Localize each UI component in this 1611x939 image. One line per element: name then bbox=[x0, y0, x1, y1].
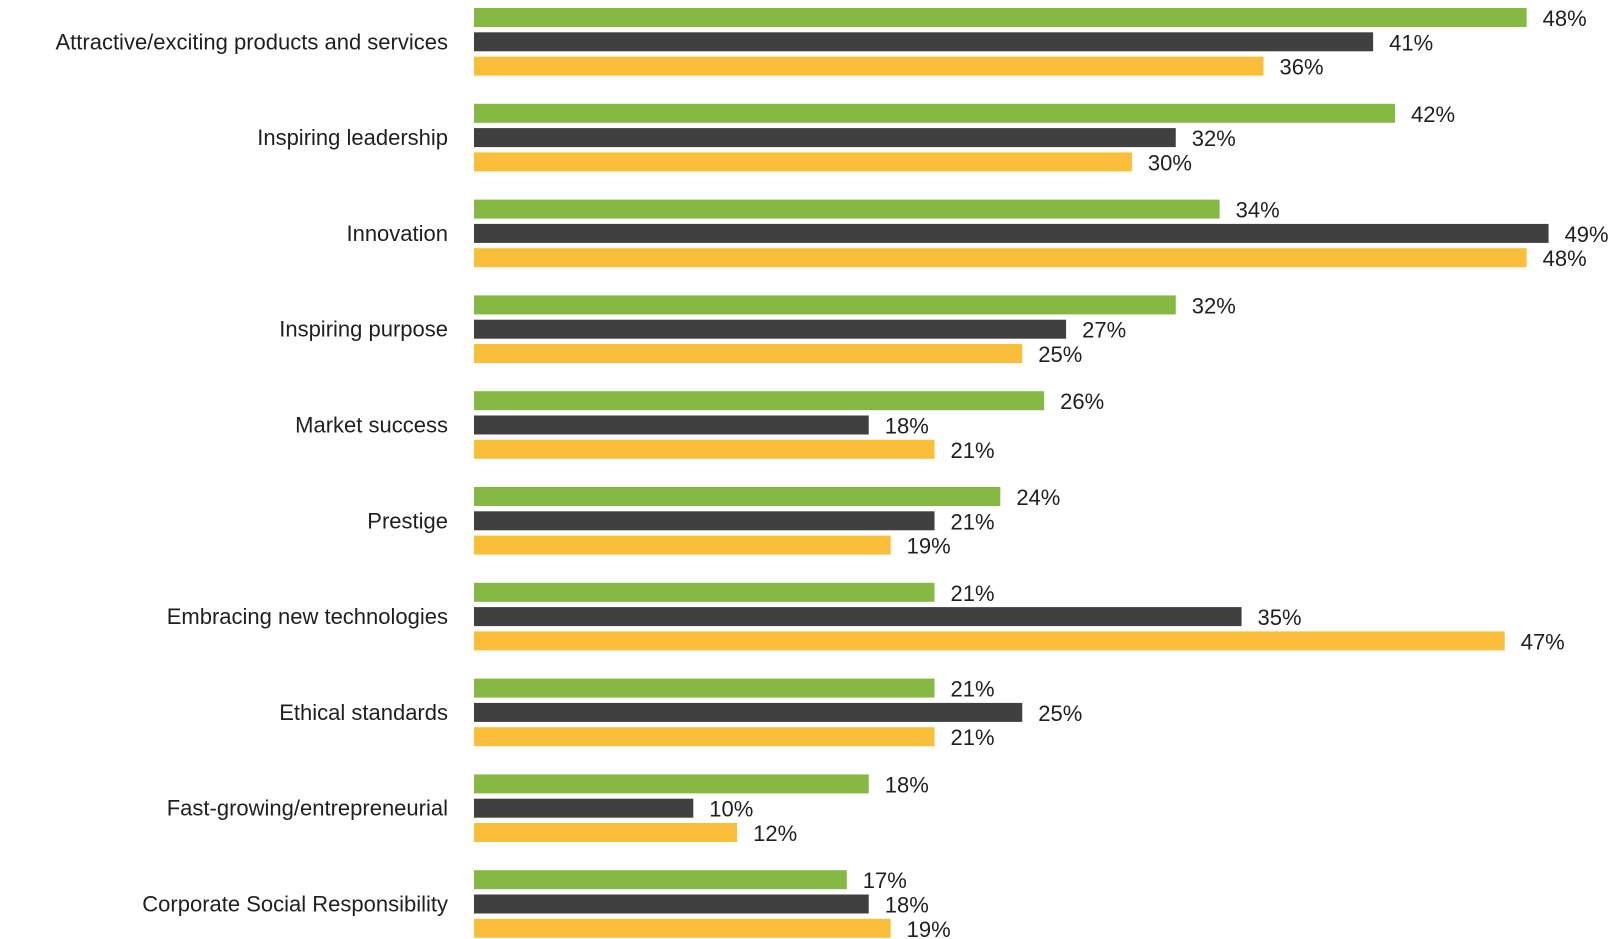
category-group-inspiring-leadership: Inspiring leadership 42% 32%30% bbox=[257, 102, 1455, 176]
bar-series-2 bbox=[474, 894, 869, 914]
bar-series-2 bbox=[474, 32, 1374, 52]
bar-series-2 bbox=[474, 798, 694, 818]
bar-series-2 bbox=[474, 511, 935, 531]
bar-series-1 bbox=[474, 199, 1220, 219]
bar-series-3 bbox=[474, 248, 1527, 268]
bar-series-3 bbox=[474, 727, 935, 747]
data-label: 25% bbox=[1038, 701, 1082, 726]
data-label: 25% bbox=[1038, 342, 1082, 367]
category-group-ethical-standards: Ethical standards 21% 25% 21% bbox=[279, 677, 1082, 751]
data-label: 34% bbox=[1236, 198, 1280, 223]
category-label: Ethical standards bbox=[279, 700, 448, 725]
data-label: 36% bbox=[1279, 55, 1323, 80]
data-label: 47% bbox=[1521, 629, 1565, 654]
data-label: 41% bbox=[1389, 30, 1433, 55]
data-label: 10% bbox=[709, 797, 753, 822]
bar-series-3 bbox=[474, 823, 738, 842]
data-label: 18% bbox=[885, 772, 929, 797]
bar-series-1 bbox=[474, 678, 935, 698]
data-label: 27% bbox=[1082, 318, 1126, 343]
data-label: 35% bbox=[1258, 605, 1302, 630]
category-label: Prestige bbox=[367, 508, 448, 533]
data-label: 21% bbox=[951, 725, 995, 750]
data-label: 21% bbox=[951, 581, 995, 606]
bar-series-1 bbox=[474, 295, 1176, 315]
category-group-fast-growing-entrepreneurial: Fast-growing/entrepreneurial 18% 10%12% bbox=[167, 772, 929, 846]
category-group-attractive-exciting-products-and-services: Attractive/exciting products and service… bbox=[55, 6, 1586, 80]
data-label: 26% bbox=[1060, 389, 1104, 414]
data-label: 12% bbox=[753, 821, 797, 846]
category-label: Fast-growing/entrepreneurial bbox=[167, 796, 448, 821]
bar-series-2 bbox=[474, 607, 1242, 627]
bar-series-3 bbox=[474, 344, 1023, 363]
data-label: 18% bbox=[885, 893, 929, 918]
bar-series-3 bbox=[474, 631, 1505, 651]
data-label: 48% bbox=[1543, 246, 1587, 271]
data-label: 21% bbox=[951, 677, 995, 702]
bar-series-1 bbox=[474, 391, 1045, 411]
bar-series-1 bbox=[474, 774, 869, 794]
data-label: 18% bbox=[885, 414, 929, 439]
bar-series-3 bbox=[474, 56, 1264, 76]
category-label: Market success bbox=[295, 413, 448, 438]
bar-series-2 bbox=[474, 319, 1067, 339]
data-label: 21% bbox=[951, 509, 995, 534]
category-group-innovation: Innovation 34% 49%48% bbox=[346, 198, 1608, 272]
bar-series-1 bbox=[474, 103, 1396, 123]
data-label: 49% bbox=[1565, 222, 1609, 247]
category-label: Corporate Social Responsibility bbox=[142, 892, 448, 917]
category-label: Attractive/exciting products and service… bbox=[55, 29, 448, 54]
bar-series-3 bbox=[474, 535, 891, 555]
category-group-corporate-social-responsibility: Corporate Social Responsibility 17%18%19% bbox=[142, 868, 950, 939]
bar-series-1 bbox=[474, 870, 847, 890]
data-label: 21% bbox=[951, 438, 995, 463]
data-label: 24% bbox=[1016, 485, 1060, 510]
data-label: 17% bbox=[863, 868, 907, 893]
bar-series-1 bbox=[474, 8, 1527, 27]
category-label: Embracing new technologies bbox=[167, 604, 448, 629]
data-label: 30% bbox=[1148, 150, 1192, 175]
bar-series-1 bbox=[474, 487, 1001, 506]
category-group-inspiring-purpose: Inspiring purpose 32% 27%25% bbox=[279, 293, 1236, 367]
category-label: Inspiring purpose bbox=[279, 317, 448, 342]
data-label: 19% bbox=[907, 534, 951, 559]
data-label: 32% bbox=[1192, 126, 1236, 151]
bar-series-2 bbox=[474, 223, 1549, 243]
bar-series-3 bbox=[474, 439, 935, 459]
data-label: 48% bbox=[1543, 6, 1587, 31]
category-group-embracing-new-technologies: Embracing new technologies 21% 35% 47% bbox=[167, 581, 1565, 655]
category-label: Innovation bbox=[346, 221, 448, 246]
data-label: 32% bbox=[1192, 293, 1236, 318]
bar-series-2 bbox=[474, 702, 1023, 722]
bar-series-3 bbox=[474, 918, 891, 938]
bar-series-1 bbox=[474, 582, 935, 602]
bar-series-2 bbox=[474, 415, 869, 435]
category-group-market-success: Market success 26% 18% 21% bbox=[295, 389, 1104, 463]
category-group-prestige: Prestige 24% 21%19% bbox=[367, 485, 1060, 559]
bar-series-3 bbox=[474, 152, 1132, 172]
data-label: 42% bbox=[1411, 102, 1455, 127]
data-label: 19% bbox=[907, 917, 951, 939]
bar-series-2 bbox=[474, 128, 1176, 148]
category-label: Inspiring leadership bbox=[257, 125, 448, 150]
